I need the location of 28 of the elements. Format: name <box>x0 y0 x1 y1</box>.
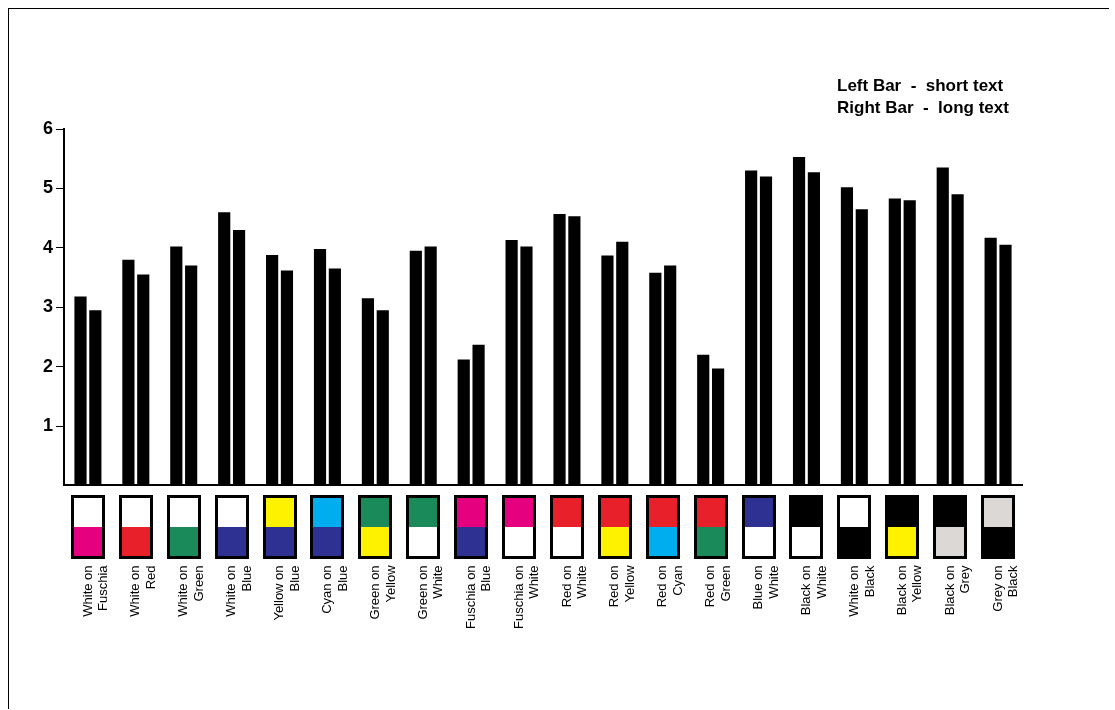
x-tick-label: Green on Yellow <box>366 564 398 620</box>
text: Right Bar - long text <box>837 98 1010 117</box>
x-tick-label: Red on Yellow <box>606 564 638 608</box>
x-tick-label: Green on White <box>414 565 446 620</box>
y-tick-label: 5 <box>42 177 53 198</box>
x-tick-label: Black on Grey <box>941 564 973 616</box>
y-tick-label: 1 <box>42 414 53 435</box>
x-tick-label: Grey on Black <box>989 564 1021 612</box>
x-tick-label: Blue on White <box>750 565 781 610</box>
x-tick-label: Fuschia on White <box>510 565 542 629</box>
y-tick-label: 4 <box>42 236 53 257</box>
x-tick-label: White on Green <box>175 565 206 617</box>
x-tick-label: White on Fuschia <box>79 564 111 617</box>
x-tick-label: Fuschia on Blue <box>462 565 494 629</box>
text: Left Bar - short text <box>837 76 1004 95</box>
y-tick-label: 6 <box>42 117 53 138</box>
x-tick-label: Cyan on Blue <box>319 565 350 614</box>
y-tick-label: 2 <box>42 355 53 376</box>
x-tick-label: Red on Green <box>702 565 733 608</box>
x-tick-label: White on Red <box>127 565 159 617</box>
x-tick-label: Red on White <box>558 565 590 608</box>
x-tick-label: Black on Yellow <box>893 564 925 616</box>
x-tick-label: White on Blue <box>223 565 254 617</box>
x-tick-label: White on Black <box>845 564 877 617</box>
y-tick-label: 3 <box>42 296 53 317</box>
x-tick-label: Black on White <box>798 565 829 616</box>
x-tick-label: Red on Cyan <box>654 565 685 608</box>
x-tick-label: Yellow on Blue <box>271 565 302 621</box>
